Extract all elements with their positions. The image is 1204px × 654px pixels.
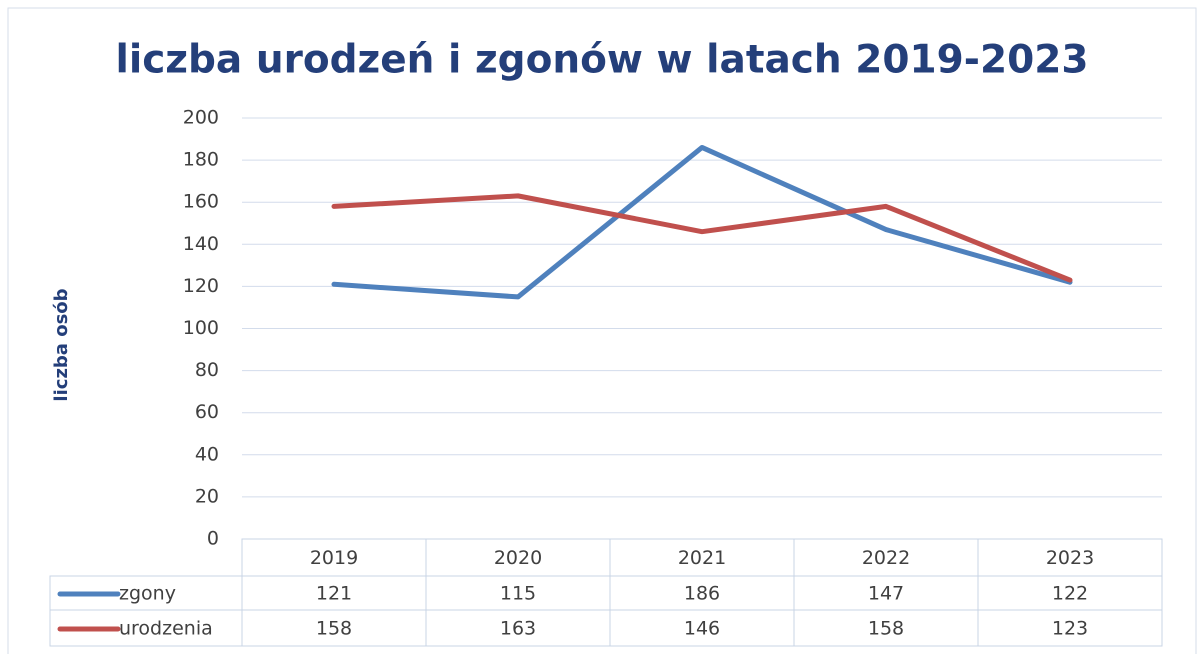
y-tick-label: 120	[183, 275, 219, 297]
x-tick-label: 2022	[862, 547, 910, 569]
y-tick-label: 200	[183, 107, 219, 129]
y-tick-label: 20	[195, 485, 219, 507]
series-line	[331, 144, 1073, 300]
table-value: 123	[1052, 618, 1088, 640]
y-tick-label: 0	[207, 528, 219, 550]
table-value: 147	[868, 583, 904, 605]
y-tick-label: 60	[195, 401, 219, 423]
series-line	[331, 193, 1073, 283]
y-axis-label: liczba osób	[51, 288, 72, 401]
x-tick-label: 2020	[494, 547, 542, 569]
y-tick-label: 180	[183, 149, 219, 171]
table-value: 122	[1052, 583, 1088, 605]
table-value: 163	[500, 618, 536, 640]
legend-label: zgony	[119, 583, 176, 605]
y-tick-label: 80	[195, 359, 219, 381]
y-tick-label: 160	[183, 191, 219, 213]
legend-label: urodzenia	[119, 618, 213, 640]
y-tick-label: 140	[183, 233, 219, 255]
x-tick-label: 2023	[1046, 547, 1094, 569]
x-tick-label: 2021	[678, 547, 726, 569]
table-value: 158	[868, 618, 904, 640]
table-value: 146	[684, 618, 720, 640]
y-tick-label: 100	[183, 317, 219, 339]
chart-frame	[7, 7, 1197, 654]
table-value: 186	[684, 583, 720, 605]
table-value: 158	[316, 618, 352, 640]
chart-title: liczba urodzeń i zgonów w latach 2019-20…	[115, 38, 1088, 83]
table-value: 115	[500, 583, 536, 605]
table-cell	[977, 609, 1163, 647]
table-value: 121	[316, 583, 352, 605]
y-tick-label: 40	[195, 443, 219, 465]
x-tick-label: 2019	[310, 547, 358, 569]
